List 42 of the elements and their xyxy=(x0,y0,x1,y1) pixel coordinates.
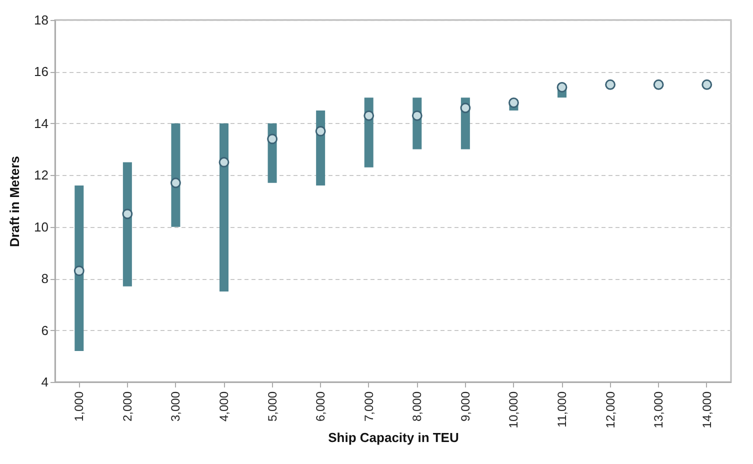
y-axis-title: Draft in Meters xyxy=(7,156,22,248)
x-tick-label: 2,000 xyxy=(120,391,134,422)
point xyxy=(702,79,712,90)
point xyxy=(122,208,133,220)
x-tick-label: 1,000 xyxy=(72,391,86,422)
point xyxy=(170,178,181,188)
bar xyxy=(171,123,180,227)
point xyxy=(653,79,664,90)
point xyxy=(267,134,278,144)
y-tick-label: 10 xyxy=(34,219,48,234)
point xyxy=(74,266,84,276)
y-tick-label: 16 xyxy=(34,64,48,80)
y-tick-label: 14 xyxy=(34,116,48,131)
x-tick-label: 11,000 xyxy=(555,391,569,428)
x-tick-label: 10,000 xyxy=(506,391,521,428)
y-tick-label: 6 xyxy=(41,322,48,338)
y-tick-label: 8 xyxy=(41,271,48,286)
bar xyxy=(220,123,228,292)
x-tick-label: 9,000 xyxy=(458,391,472,422)
point xyxy=(605,79,616,90)
x-tick-label: 4,000 xyxy=(217,391,231,422)
x-tick-label: 8,000 xyxy=(410,391,424,422)
point xyxy=(364,110,374,121)
point xyxy=(556,82,568,92)
x-tick-label: 14,000 xyxy=(700,391,714,428)
x-tick-label: 5,000 xyxy=(265,391,280,422)
x-tick-label: 12,000 xyxy=(603,391,618,428)
x-tick-label: 3,000 xyxy=(168,391,183,422)
point xyxy=(315,126,326,136)
y-tick-label: 12 xyxy=(34,168,48,183)
bar xyxy=(74,185,84,351)
bar xyxy=(122,162,132,286)
x-axis-title: Ship Capacity in TEU xyxy=(328,430,459,446)
x-tick-label: 6,000 xyxy=(314,391,328,422)
x-tick-label: 7,000 xyxy=(362,391,376,422)
point xyxy=(218,157,230,168)
x-tick-label: 13,000 xyxy=(652,391,666,428)
point xyxy=(412,110,422,121)
point xyxy=(460,102,471,114)
y-tick-label: 18 xyxy=(34,12,48,28)
y-tick-label: 4 xyxy=(41,374,48,390)
point xyxy=(508,98,519,108)
